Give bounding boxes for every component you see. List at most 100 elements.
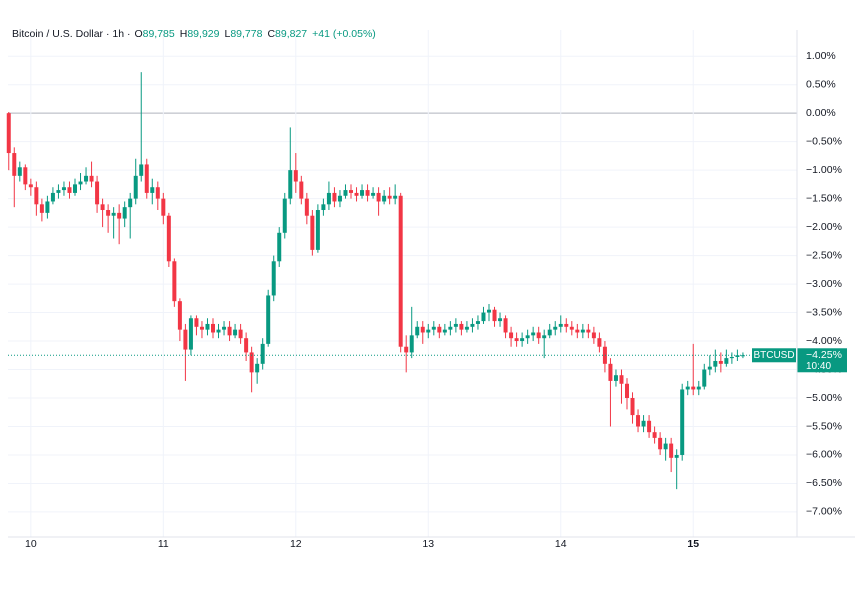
candle-body [376, 192, 381, 202]
candle-body [564, 323, 569, 327]
candle-body [740, 355, 745, 357]
candle-body [244, 338, 249, 353]
candle-body [117, 212, 122, 219]
candle-body [735, 355, 740, 357]
y-tick-label: −5.50% [806, 420, 842, 432]
y-tick-label: −0.50% [806, 135, 842, 147]
candle-body [50, 192, 55, 202]
candle-body [188, 318, 193, 350]
y-tick-label: −6.00% [806, 449, 842, 461]
candle-body [415, 326, 420, 336]
candle-body [475, 321, 480, 324]
candle-body [304, 198, 309, 216]
candle-body [271, 261, 276, 296]
candle-body [199, 326, 204, 330]
candle-body [420, 326, 425, 333]
candle-body [387, 195, 392, 199]
candle-body [34, 187, 39, 205]
candle-body [509, 332, 514, 339]
symbol-tag [752, 348, 796, 363]
candle-body [558, 323, 563, 327]
candle-body [542, 335, 547, 339]
candle-body [111, 212, 116, 216]
legend-label: L [224, 28, 230, 40]
y-tick-label: −3.00% [806, 278, 842, 290]
candle-body [437, 326, 442, 333]
candle-body [255, 363, 260, 373]
candle-body [73, 184, 77, 193]
x-tick-label: 12 [290, 538, 302, 550]
candle-body [669, 443, 674, 458]
candle-body [133, 175, 138, 199]
legend-change: +41 (+0.05%) [312, 28, 376, 40]
candle-body [608, 363, 613, 381]
candle-body [39, 204, 44, 213]
candle-body [365, 190, 370, 196]
candle-body [569, 326, 574, 330]
candle-body [266, 295, 271, 344]
candle-body [729, 356, 734, 359]
legend-value: 89,827 [275, 28, 307, 40]
candle-body [536, 332, 541, 339]
candle-body [183, 329, 188, 350]
candle-body [619, 375, 624, 384]
candle-body [591, 332, 596, 339]
y-tick-label: 1.00% [806, 50, 836, 62]
candle-body [354, 192, 359, 196]
candle-body [177, 301, 182, 330]
candle-body [647, 420, 652, 433]
candle-body [691, 386, 696, 390]
x-tick-label: 10 [25, 538, 37, 550]
candle-body [371, 192, 376, 196]
y-tick-label: 0.00% [806, 107, 836, 119]
legend-label: H [180, 28, 188, 40]
candle-body [575, 329, 580, 333]
candle-body [520, 338, 525, 342]
candle-body [67, 187, 72, 193]
candle-body [122, 207, 127, 219]
candle-body [382, 195, 387, 202]
candle-body [553, 326, 558, 330]
candle-body [233, 329, 238, 336]
y-tick-label: −7.00% [806, 506, 842, 518]
candle-body [349, 190, 353, 193]
candle-body [6, 113, 11, 154]
candle-body [481, 312, 486, 322]
candle-body [23, 167, 28, 185]
candle-body [321, 204, 326, 211]
candle-body [724, 358, 729, 364]
candle-body [78, 181, 83, 185]
candle-body [547, 329, 552, 336]
candle-body [166, 215, 171, 262]
y-tick-label: 0.50% [806, 78, 836, 90]
candle-body [337, 195, 342, 202]
candle-body [205, 323, 210, 330]
candle-body [139, 164, 144, 176]
candle-body [707, 366, 712, 370]
candle-body [630, 398, 635, 416]
candle-body [602, 346, 607, 364]
candle-body [470, 323, 475, 327]
y-tick-label: −2.50% [806, 249, 842, 261]
candle-body [260, 343, 265, 364]
candle-body [459, 323, 464, 330]
x-tick-label: 11 [158, 538, 169, 550]
candle-body [525, 335, 530, 339]
candle-body [514, 338, 519, 342]
candle-body [144, 164, 149, 193]
candle-body [216, 329, 221, 333]
chart-title: Bitcoin / U.S. Dollar · 1h · [12, 28, 130, 40]
candle-body [310, 215, 315, 250]
candle-body [718, 360, 723, 364]
candle-body [238, 329, 243, 339]
candle-body [658, 437, 663, 450]
candle-body [293, 170, 298, 182]
y-tick-label: −5.00% [806, 392, 842, 404]
price-tag [797, 348, 847, 373]
candle-body [680, 389, 685, 455]
candle-body [404, 346, 409, 353]
candle-body [56, 190, 61, 193]
candle-body [409, 335, 414, 353]
candle-body [161, 198, 166, 216]
